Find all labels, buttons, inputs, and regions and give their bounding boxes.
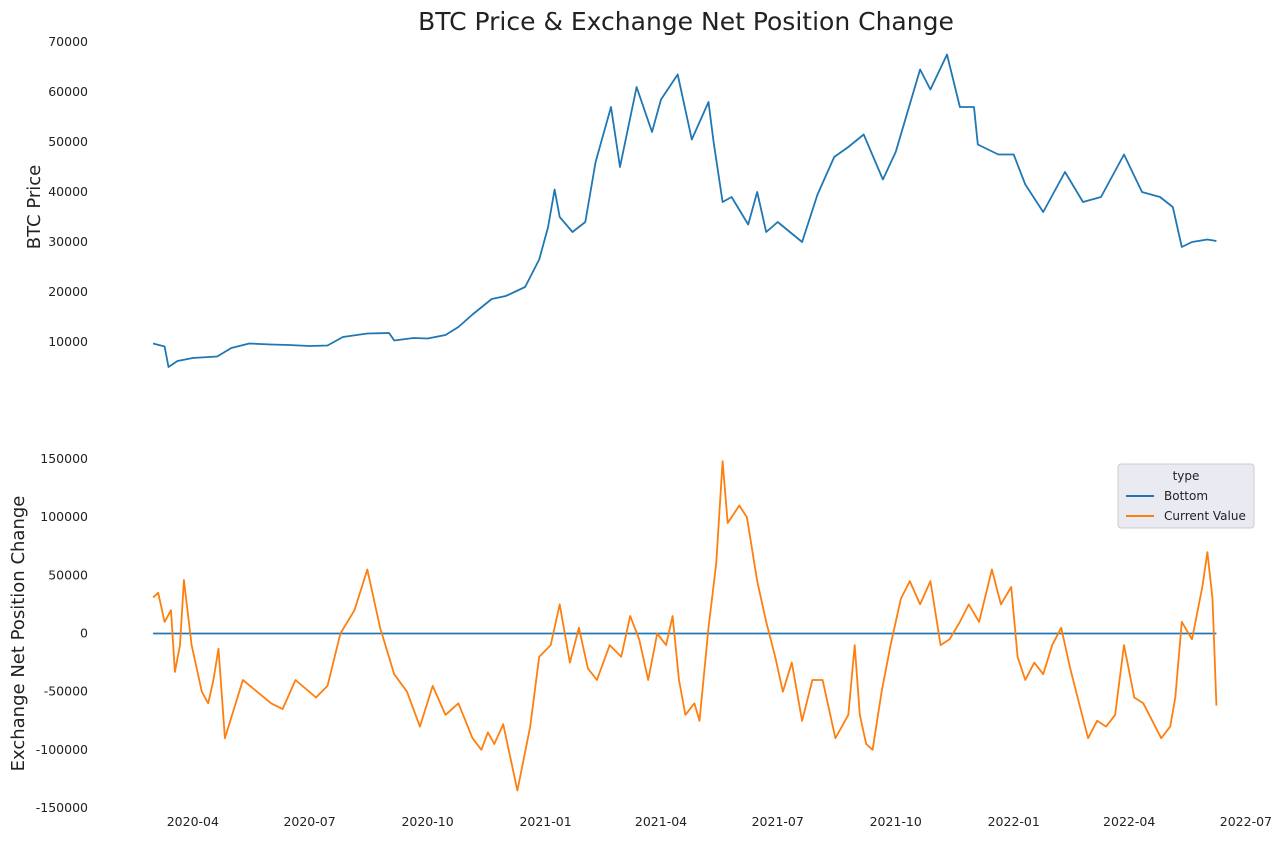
x-tick-label: 2020-04 bbox=[167, 814, 219, 829]
x-tick-label: 2022-01 bbox=[988, 814, 1040, 829]
bottom-plot: -150000 -100000 -50000 0 50000 100000 150000 Ex… bbox=[8, 451, 1271, 829]
x-tick-label: 2021-10 bbox=[870, 814, 922, 829]
series-line-current-value bbox=[152, 460, 1218, 792]
series-line-btc-price bbox=[152, 53, 1217, 368]
x-tick-label: 2021-04 bbox=[635, 814, 687, 829]
y-tick-label: 10000 bbox=[48, 334, 88, 349]
y-axis-label: Exchange Net Position Change bbox=[8, 496, 29, 772]
y-axis-label: BTC Price bbox=[24, 165, 45, 250]
y-tick-label: 20000 bbox=[48, 284, 88, 299]
legend-title: type bbox=[1173, 469, 1200, 483]
legend: type Bottom Current Value bbox=[1117, 463, 1255, 529]
y-tick-label: 60000 bbox=[48, 84, 88, 99]
y-tick-label: -50000 bbox=[44, 684, 88, 699]
y-tick-label: 50000 bbox=[48, 134, 88, 149]
y-tick-label: -100000 bbox=[36, 742, 88, 757]
y-tick-label: 70000 bbox=[48, 34, 88, 49]
x-tick-label: 2020-10 bbox=[401, 814, 453, 829]
x-tick-label: 2022-07 bbox=[1220, 814, 1271, 829]
y-tick-label: 50000 bbox=[48, 567, 88, 582]
y-tick-label: 0 bbox=[80, 626, 88, 641]
y-tick-label: -150000 bbox=[36, 800, 88, 815]
x-tick-label: 2022-04 bbox=[1103, 814, 1155, 829]
top-plot: 10000 20000 30000 40000 50000 60000 70000 BTC P… bbox=[24, 34, 1217, 368]
legend-entry: Current Value bbox=[1164, 509, 1246, 523]
legend-entry: Bottom bbox=[1164, 489, 1208, 503]
y-tick-label: 100000 bbox=[40, 509, 88, 524]
y-tick-label: 40000 bbox=[48, 184, 88, 199]
chart-title: BTC Price & Exchange Net Position Change bbox=[418, 7, 954, 36]
x-tick-label: 2021-01 bbox=[519, 814, 571, 829]
y-tick-label: 30000 bbox=[48, 234, 88, 249]
y-tick-label: 150000 bbox=[40, 451, 88, 466]
x-tick-label: 2020-07 bbox=[283, 814, 335, 829]
x-tick-label: 2021-07 bbox=[752, 814, 804, 829]
legend-box bbox=[1117, 463, 1255, 529]
